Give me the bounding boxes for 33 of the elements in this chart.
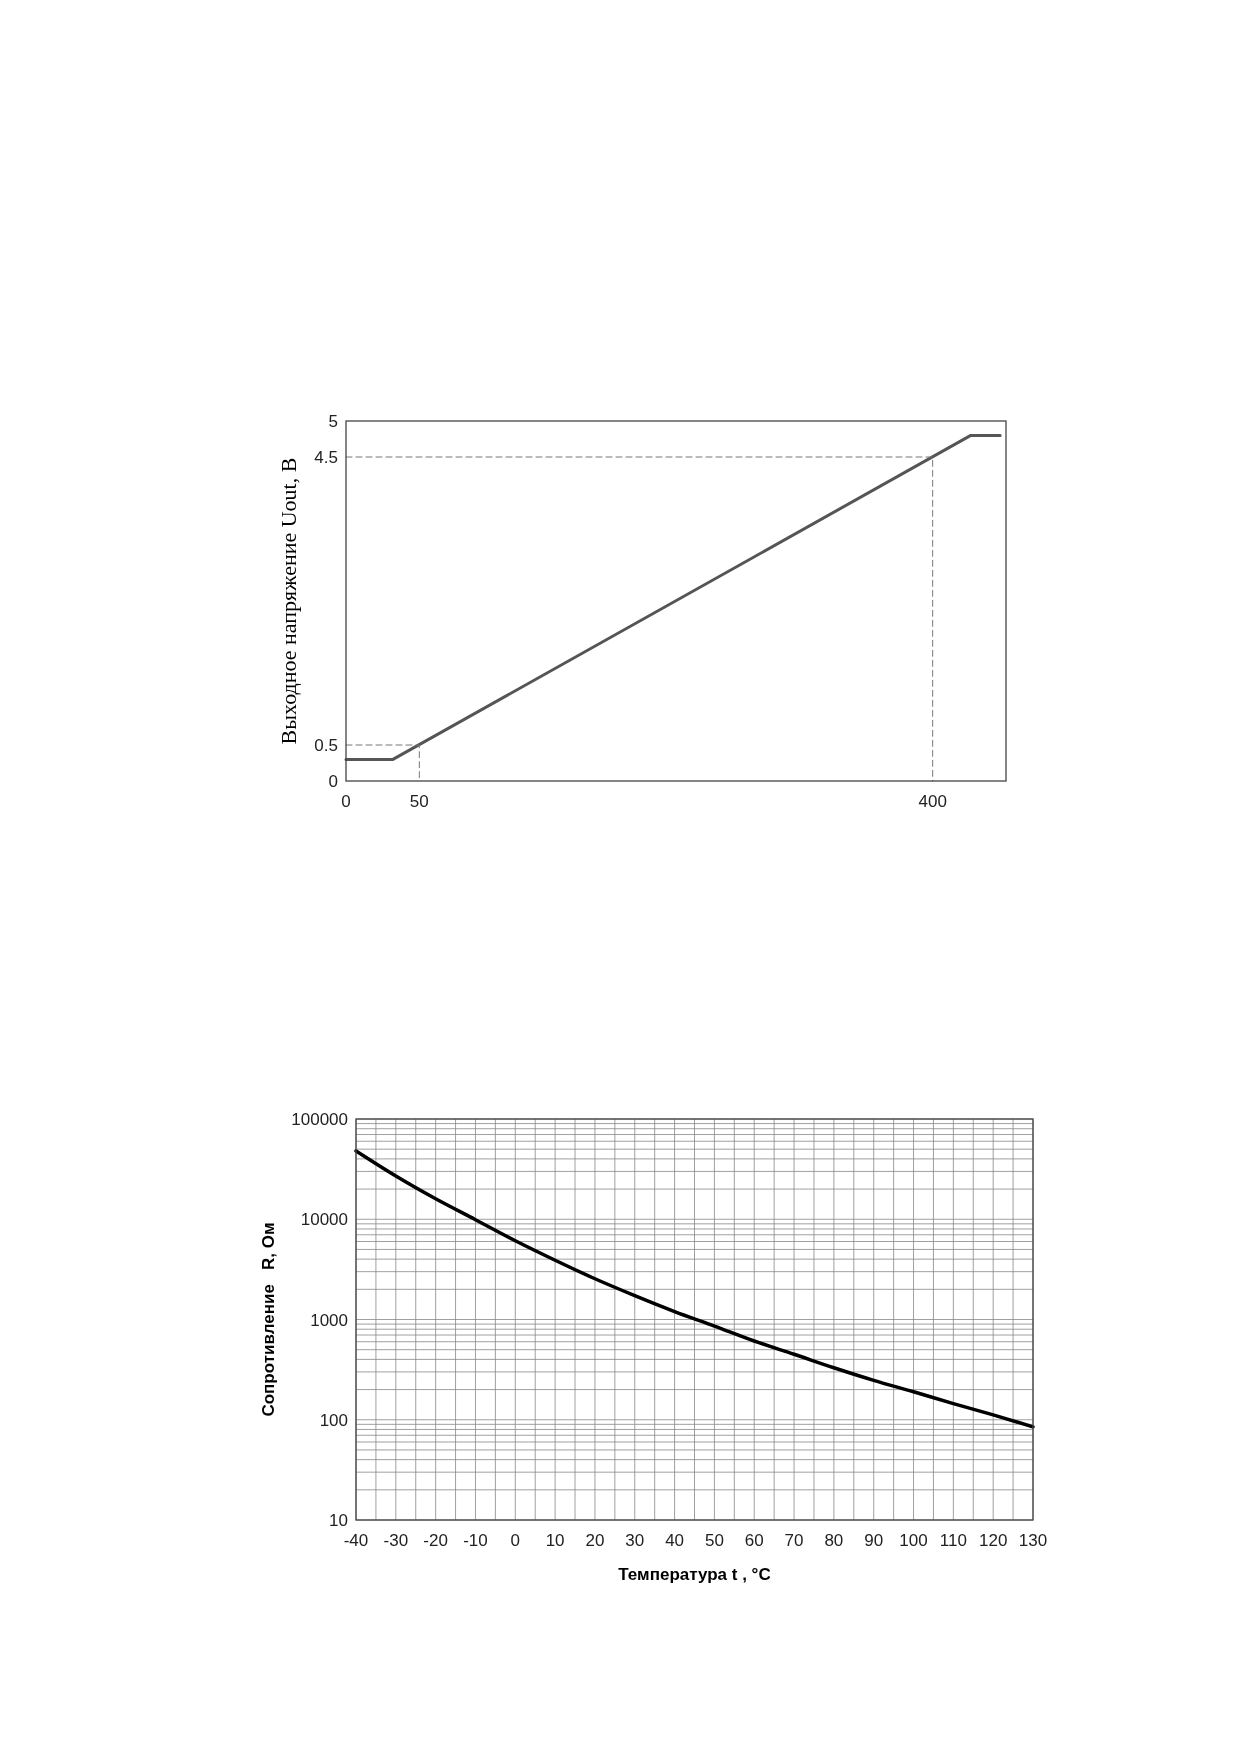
y-tick-label: 0 — [328, 772, 338, 791]
x-tick-label: 20 — [585, 1531, 605, 1550]
x-tick-label: 130 — [1018, 1531, 1048, 1550]
y-axis-title: Сопротивление R, Ом — [259, 1222, 278, 1417]
x-tick-label: 60 — [744, 1531, 764, 1550]
y-tick-label: 10 — [329, 1511, 348, 1530]
x-tick-label: 80 — [824, 1531, 844, 1550]
x-tick-label: 400 — [918, 792, 947, 811]
x-tick-label: 120 — [978, 1531, 1008, 1550]
y-tick-label: 5 — [328, 412, 338, 431]
x-tick-label: 70 — [784, 1531, 804, 1550]
x-tick-label: 0 — [510, 1531, 521, 1550]
y-axis-title: Выходное напряжение Uout, В — [276, 457, 301, 745]
y-tick-label: 10000 — [300, 1210, 348, 1230]
x-tick-label: 100 — [899, 1531, 928, 1550]
x-tick-label: 90 — [864, 1531, 884, 1550]
x-axis-title: Температура t , °C — [618, 1565, 771, 1584]
x-tick-label: -40 — [343, 1531, 369, 1550]
x-tick-label: -30 — [383, 1531, 409, 1550]
x-tick-label: 40 — [665, 1531, 685, 1550]
y-tick-label: 4.5 — [314, 448, 338, 467]
x-tick-label: -20 — [423, 1531, 448, 1550]
x-tick-label: 30 — [625, 1531, 645, 1550]
y-tick-label: 0.5 — [314, 736, 338, 755]
y-tick-label: 1000 — [310, 1310, 348, 1330]
y-tick-label: 100 — [319, 1410, 348, 1430]
x-tick-label: 110 — [939, 1531, 967, 1550]
x-tick-label: 50 — [409, 792, 429, 811]
x-tick-label: 10 — [545, 1531, 565, 1550]
x-tick-label: -10 — [463, 1531, 488, 1550]
x-tick-label: 50 — [704, 1531, 724, 1550]
line-series — [354, 1149, 1035, 1429]
y-tick-label: 100000 — [291, 1110, 348, 1129]
